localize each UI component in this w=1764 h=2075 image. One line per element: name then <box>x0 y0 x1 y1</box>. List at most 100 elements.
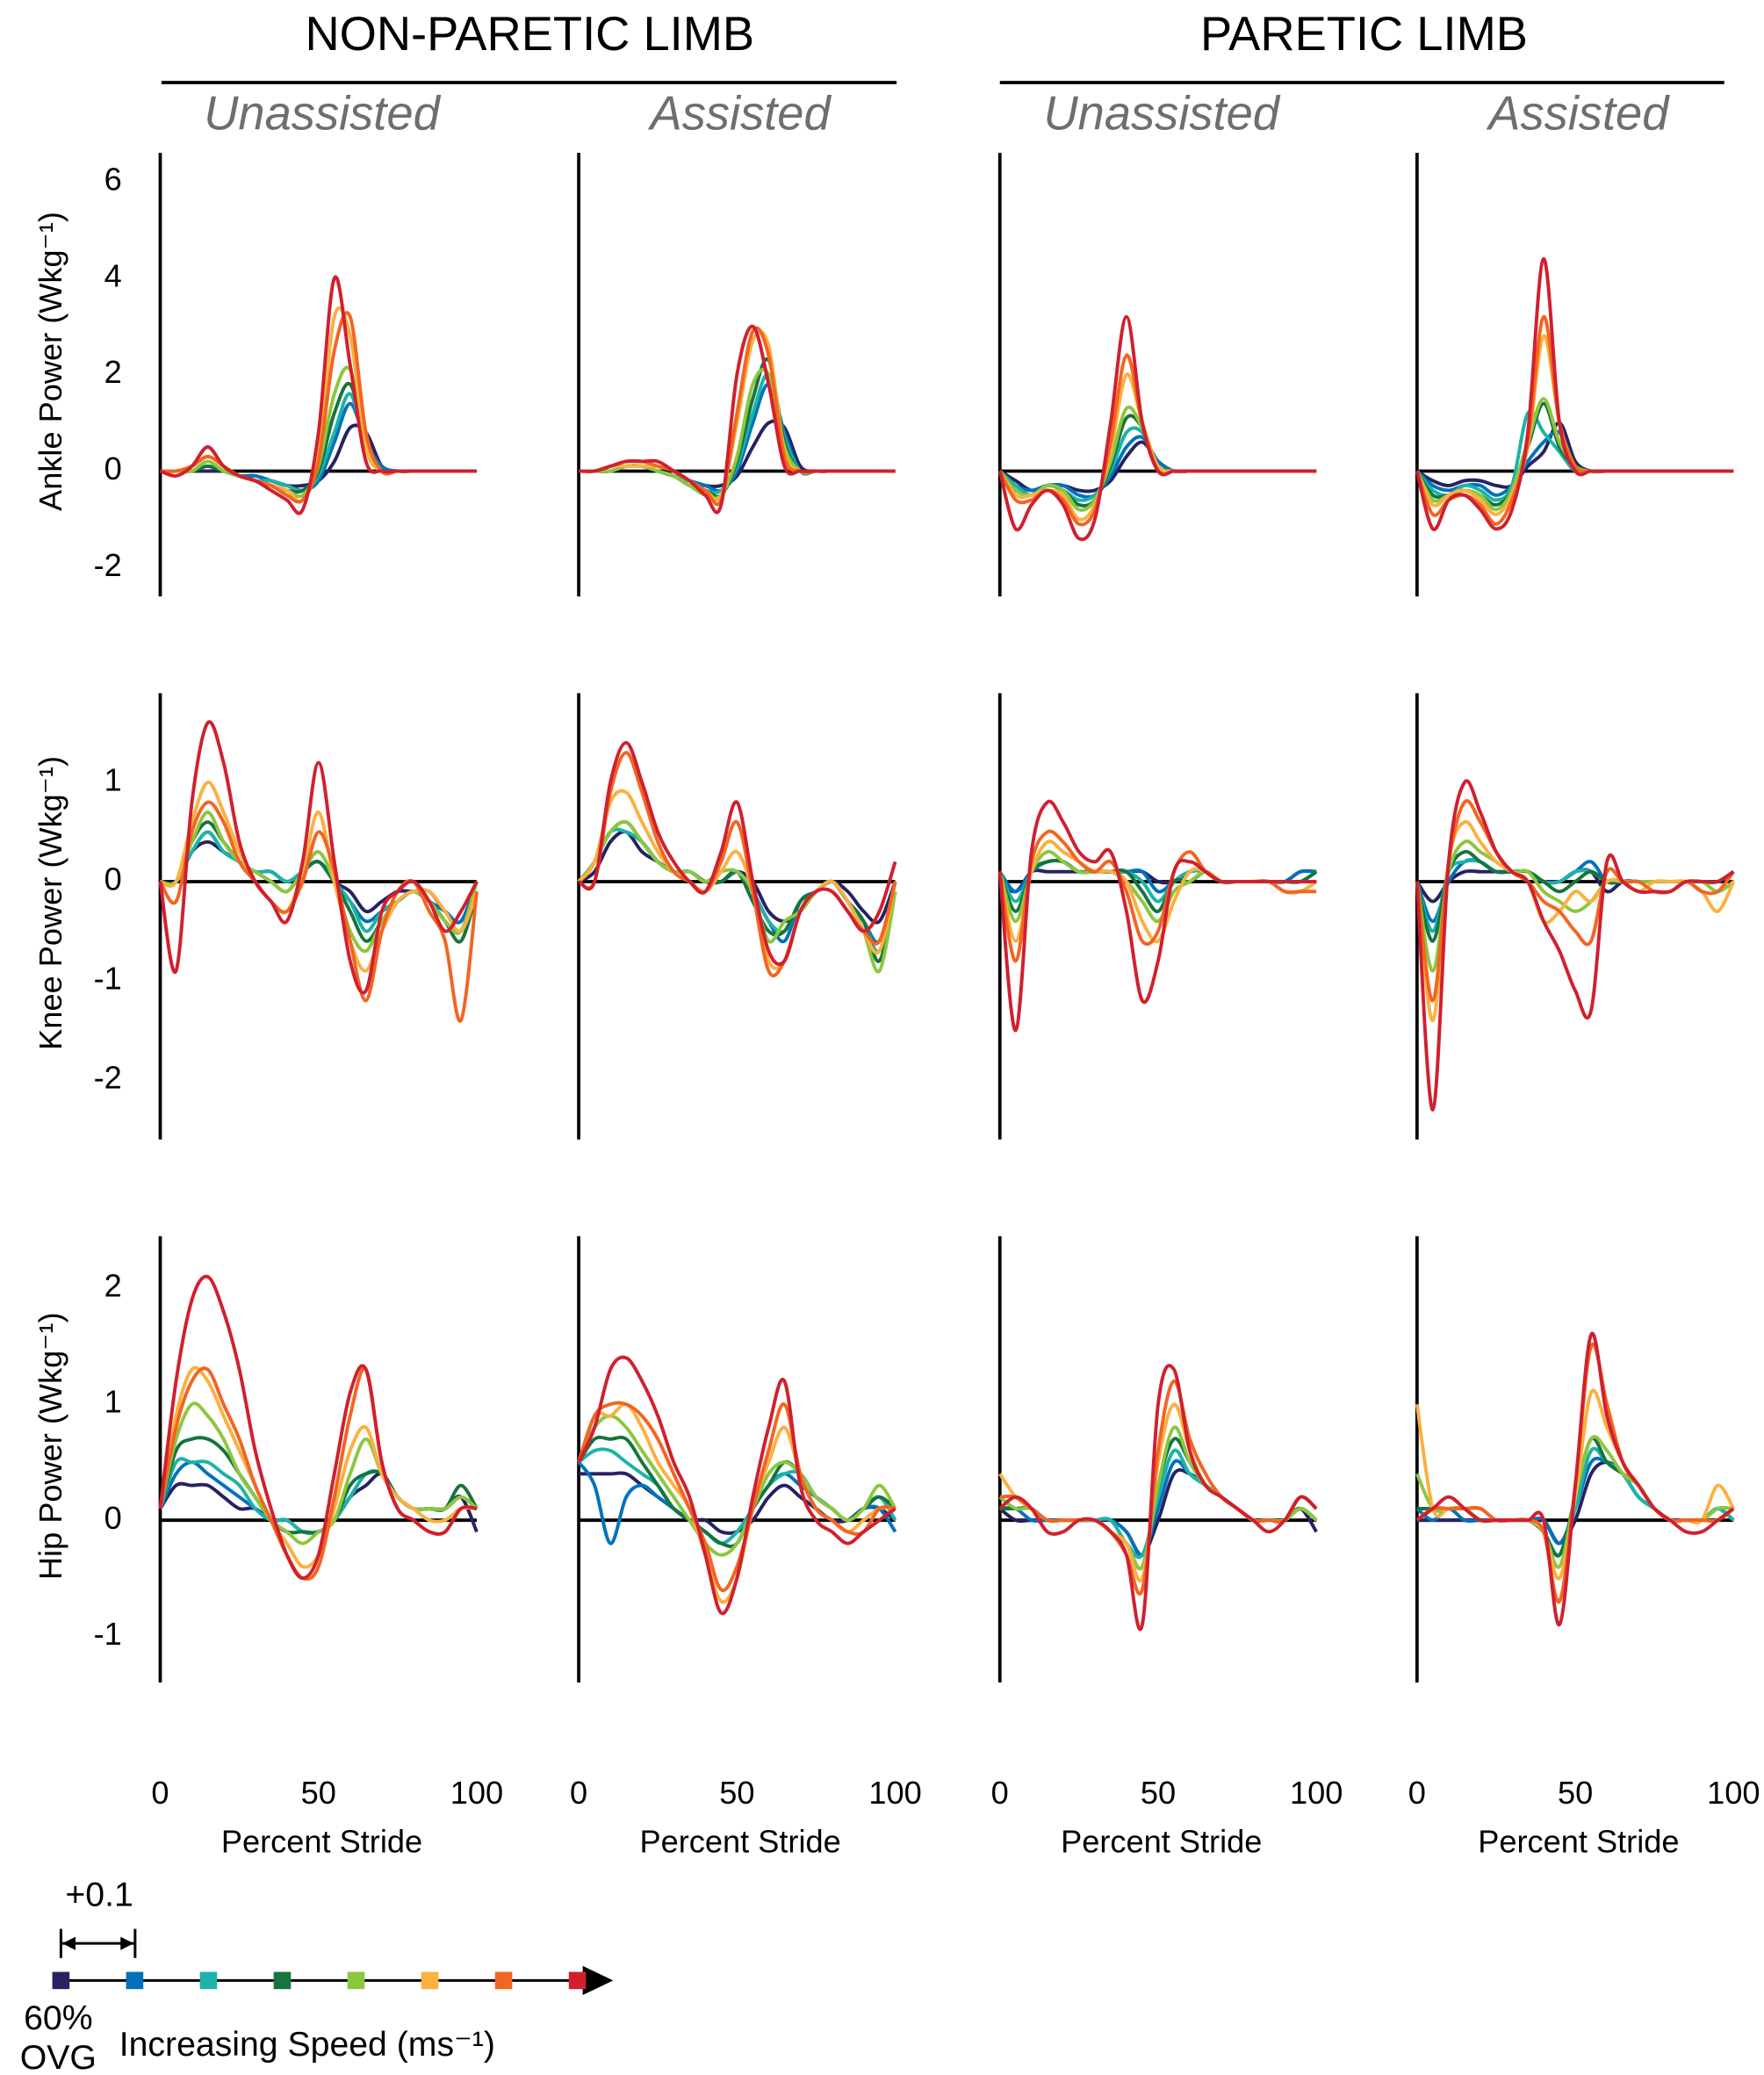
legend-arrowhead <box>582 1965 614 1995</box>
series-line <box>1415 1331 1735 1626</box>
x-axis-label: Percent Stride <box>639 1824 840 1860</box>
group-header: NON-PARETIC LIMB <box>305 7 754 61</box>
x-tick-label: 50 <box>719 1775 754 1811</box>
legend-swatch <box>568 1971 587 1990</box>
plot-lines <box>998 1364 1318 1632</box>
plot-lines <box>997 314 1317 542</box>
series-line <box>579 367 896 501</box>
plot-lines <box>1415 256 1734 531</box>
series-line <box>1415 799 1735 1003</box>
series-line <box>577 789 897 970</box>
series-line <box>1415 779 1735 1112</box>
series-line <box>577 1414 897 1557</box>
y-tick-label: 0 <box>104 1500 122 1536</box>
x-tick-label: 0 <box>151 1775 169 1811</box>
legend-swatch <box>494 1971 513 1990</box>
y-tick-label: -1 <box>94 960 122 996</box>
series-line <box>998 372 1317 522</box>
y-tick-label: 6 <box>104 161 122 197</box>
y-tick-label: -2 <box>94 547 122 583</box>
series-line <box>1415 849 1735 943</box>
legend-swatch <box>421 1971 439 1990</box>
plot-lines <box>997 799 1318 1033</box>
x-tick-label: 0 <box>991 1775 1009 1811</box>
x-axis-label: Percent Stride <box>221 1824 422 1860</box>
y-axis-label: Hip Power (Wkg⁻¹) <box>32 1312 68 1580</box>
series-line <box>999 1459 1318 1558</box>
series-line <box>577 819 897 974</box>
legend-title: Increasing Speed (ms⁻¹) <box>119 2026 495 2064</box>
series-line <box>1415 256 1734 531</box>
series-line <box>579 1471 896 1536</box>
x-tick-label: 50 <box>301 1775 336 1811</box>
series-line <box>159 275 477 515</box>
plot-lines <box>577 1355 897 1616</box>
x-tick-label: 100 <box>450 1775 503 1811</box>
y-axis-label: Ankle Power (Wkg⁻¹) <box>32 212 68 511</box>
x-tick-label: 0 <box>570 1775 587 1811</box>
series-line <box>998 405 1317 512</box>
series-line <box>158 1401 479 1545</box>
series-line <box>578 751 897 977</box>
series-line <box>997 314 1317 542</box>
y-tick-label: 4 <box>104 257 122 293</box>
legend-step-arrow <box>59 1928 137 1958</box>
legend-swatch <box>52 1971 70 1990</box>
series-line <box>998 1364 1318 1632</box>
y-tick-label: 2 <box>104 1268 122 1304</box>
legend-swatch <box>199 1971 218 1990</box>
plot-lines <box>1415 779 1736 1112</box>
legend-swatch <box>126 1971 144 1990</box>
legend-swatch <box>273 1971 292 1990</box>
series-line <box>158 720 479 995</box>
x-tick-label: 100 <box>868 1775 921 1811</box>
series-line <box>579 324 896 515</box>
series-line <box>1415 314 1734 526</box>
legend-start-label: OVG <box>20 2039 97 2075</box>
y-tick-label: 0 <box>104 861 122 897</box>
y-axis-label: Knee Power (Wkg⁻¹) <box>32 756 68 1050</box>
plot-lines <box>159 275 477 515</box>
series-line <box>1415 409 1734 502</box>
x-axis-label: Percent Stride <box>1478 1824 1679 1860</box>
series-line <box>158 1460 479 1536</box>
series-line <box>158 1365 478 1569</box>
y-tick-label: -2 <box>94 1059 122 1095</box>
x-tick-label: 0 <box>1408 1775 1426 1811</box>
plot-lines <box>158 720 479 1023</box>
series-line <box>998 858 1317 894</box>
panel-subtitle: Assisted <box>1486 87 1670 140</box>
series-line <box>1415 421 1734 489</box>
legend-step-label: +0.1 <box>65 1877 133 1914</box>
series-line <box>1415 868 1735 904</box>
x-tick-label: 100 <box>1290 1775 1343 1811</box>
series-line <box>158 800 479 1023</box>
series-line <box>579 382 896 494</box>
plot-lines <box>158 1274 479 1581</box>
plot-lines <box>579 324 896 515</box>
x-tick-label: 100 <box>1707 1775 1760 1811</box>
group-header: PARETIC LIMB <box>1200 7 1528 61</box>
x-tick-label: 50 <box>1558 1775 1593 1811</box>
series-line <box>1415 397 1734 512</box>
series-line <box>158 1472 479 1536</box>
series-line <box>577 1355 896 1616</box>
panel-subtitle: Assisted <box>648 87 832 140</box>
plot-lines <box>577 740 897 977</box>
series-line <box>1415 334 1734 516</box>
series-line <box>158 1274 478 1581</box>
x-tick-label: 50 <box>1141 1775 1176 1811</box>
series-line <box>577 827 897 945</box>
series-line <box>999 1379 1318 1596</box>
panel-subtitle: Unassisted <box>1043 87 1280 140</box>
y-tick-label: 2 <box>104 354 122 390</box>
series-line <box>997 353 1317 527</box>
y-tick-label: 0 <box>104 450 122 486</box>
legend-start-label: 60% <box>24 1999 92 2037</box>
series-line <box>997 799 1317 1033</box>
plot-lines <box>1415 1331 1736 1626</box>
y-tick-label: -1 <box>94 1616 122 1652</box>
panel-subtitle: Unassisted <box>204 87 441 140</box>
